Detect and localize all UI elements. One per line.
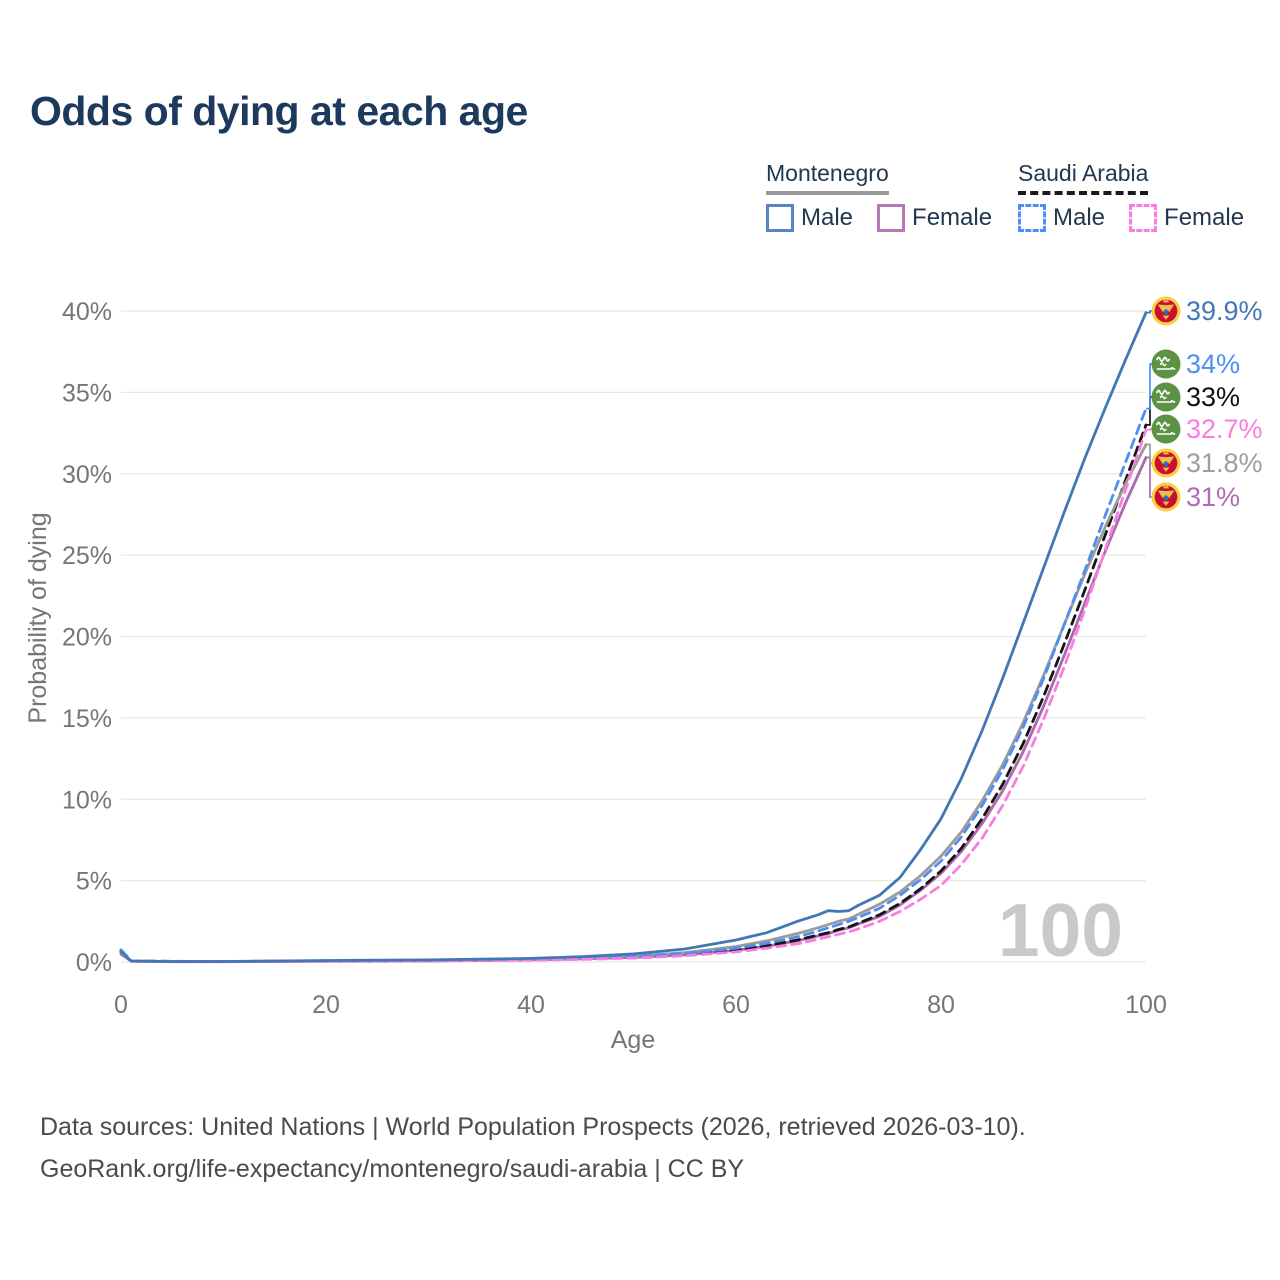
end-value-label: 31.8% <box>1186 448 1263 478</box>
flag-icon-montenegro <box>1151 482 1181 512</box>
x-tick-label: 60 <box>722 991 750 1019</box>
flag-icon-saudi-arabia <box>1151 414 1181 444</box>
x-tick-label: 100 <box>1125 991 1167 1019</box>
end-value-label: 33% <box>1186 382 1240 412</box>
end-value-label: 39.9% <box>1186 296 1263 326</box>
y-tick-label: 40% <box>62 298 112 326</box>
end-value-label: 34% <box>1186 349 1240 379</box>
x-axis-tick-labels: 0 20 40 60 80 100 <box>114 991 1167 1019</box>
y-tick-label: 15% <box>62 705 112 733</box>
legend-items-montenegro: Male Female <box>766 204 992 232</box>
gridlines <box>121 310 1146 963</box>
flag-icon-montenegro <box>1151 448 1181 478</box>
y-tick-label: 5% <box>76 868 112 896</box>
series-line-saudi-arabia-female <box>119 428 1148 963</box>
x-axis-title: Age <box>611 1026 655 1054</box>
x-tick-label: 80 <box>927 991 955 1019</box>
legend-item-montenegro-female[interactable]: Female <box>877 204 992 232</box>
saudi-male-swatch-icon <box>1018 204 1046 232</box>
legend-item-saudi-male[interactable]: Male <box>1018 204 1105 232</box>
legend-item-montenegro-male[interactable]: Male <box>766 204 853 232</box>
flag-icon-saudi-arabia <box>1151 382 1181 412</box>
flag-icon-saudi-arabia <box>1151 349 1181 379</box>
y-axis-title: Probability of dying <box>24 512 52 723</box>
footer: Data sources: United Nations | World Pop… <box>40 1106 1026 1190</box>
y-tick-label: 30% <box>62 461 112 489</box>
series-line-montenegro-female <box>119 456 1148 964</box>
legend-series-saudi-arabia[interactable]: Saudi Arabia <box>1018 160 1149 195</box>
series-lines <box>119 311 1148 964</box>
chart-legend: Montenegro Male Female Saudi Arabia Male <box>766 160 1244 232</box>
label-leader-line <box>1146 310 1152 314</box>
label-leader-line <box>1146 428 1152 431</box>
legend-items-saudi-arabia: Male Female <box>1018 204 1244 232</box>
label-leader-line <box>1146 363 1152 410</box>
flag-icon-montenegro <box>1151 296 1181 326</box>
y-axis-tick-labels: 0% 5% 10% 15% 20% 25% 30% 35% 40% <box>62 298 112 977</box>
y-tick-label: 0% <box>76 949 112 977</box>
age-counter-watermark: 100 <box>998 888 1123 972</box>
legend-series-montenegro[interactable]: Montenegro <box>766 160 889 195</box>
end-label-leader-lines <box>1146 310 1152 498</box>
legend-label: Male <box>801 204 854 231</box>
data-sources-note: Data sources: United Nations | World Pop… <box>40 1113 1026 1141</box>
legend-item-saudi-female[interactable]: Female <box>1129 204 1244 232</box>
page-title: Odds of dying at each age <box>30 88 528 134</box>
montenegro-female-swatch-icon <box>877 204 906 232</box>
x-tick-label: 40 <box>517 991 545 1019</box>
montenegro-male-swatch-icon <box>766 204 794 232</box>
y-tick-label: 10% <box>62 786 112 814</box>
end-value-label: 31% <box>1186 482 1240 512</box>
end-value-labels: 31% 33% 31.8% 34% 32.7% 39.9% <box>1151 296 1263 512</box>
end-value-label: 32.7% <box>1186 414 1263 444</box>
label-leader-line <box>1146 456 1152 498</box>
legend-label: Female <box>1164 204 1245 231</box>
y-tick-label: 35% <box>62 379 112 407</box>
x-tick-label: 20 <box>312 991 340 1019</box>
series-line-montenegro-male <box>119 311 1148 963</box>
label-leader-line <box>1146 396 1152 426</box>
y-tick-label: 25% <box>62 542 112 570</box>
label-leader-line <box>1146 443 1152 464</box>
legend-group-saudi-arabia: Saudi Arabia Male Female <box>1018 160 1244 232</box>
x-tick-label: 0 <box>114 991 128 1019</box>
attribution-link: GeoRank.org/life-expectancy/montenegro/s… <box>40 1155 745 1183</box>
saudi-female-swatch-icon <box>1129 204 1158 232</box>
legend-label: Female <box>912 204 993 231</box>
legend-label: Male <box>1053 204 1106 231</box>
legend-group-montenegro: Montenegro Male Female <box>766 160 992 232</box>
series-line-saudi-arabia-male <box>119 407 1148 963</box>
y-tick-label: 20% <box>62 624 112 652</box>
